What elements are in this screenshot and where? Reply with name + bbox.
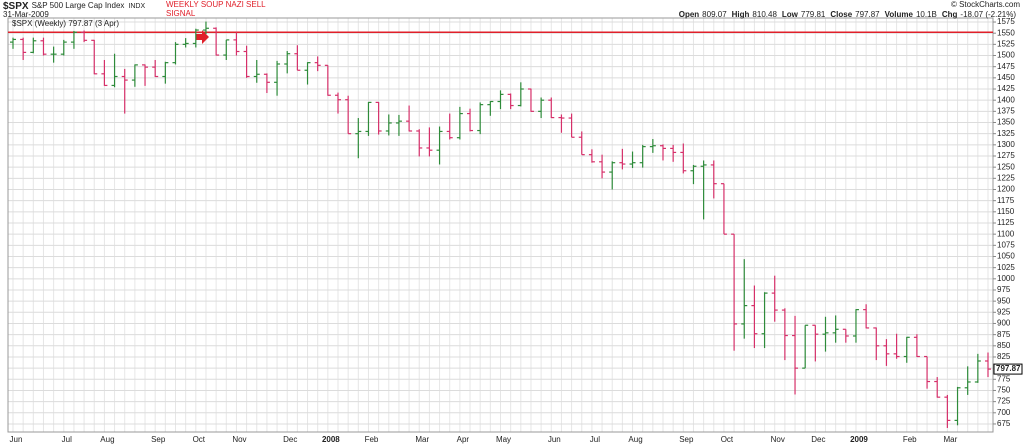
y-tick-label: 1325 — [997, 129, 1015, 138]
x-tick-label: Sep — [151, 435, 166, 444]
x-tick-label: May — [496, 435, 511, 444]
y-tick-label: 1450 — [997, 73, 1015, 82]
signal-arrow — [196, 30, 209, 44]
plot-frame — [7, 17, 994, 433]
quote-value: 779.81 — [801, 10, 826, 19]
quote-label: Chg — [942, 10, 958, 19]
last-price: 797.87 — [996, 364, 1021, 373]
y-tick-label: 1575 — [997, 17, 1015, 26]
quote-label: High — [732, 10, 750, 19]
quote-value: 810.48 — [752, 10, 777, 19]
x-tick-label: Aug — [100, 435, 114, 444]
x-tick-label: Dec — [811, 435, 825, 444]
y-tick-label: 1425 — [997, 84, 1015, 93]
y-tick-label: 1400 — [997, 95, 1015, 104]
quote-value: 797.87 — [855, 10, 880, 19]
quote-label: Close — [830, 10, 852, 19]
y-tick-label: 1375 — [997, 106, 1015, 115]
y-tick-label: 675 — [997, 419, 1011, 428]
quote: Open 809.07 High 810.48 Low 779.81 Close 797.87… — [679, 10, 1017, 19]
y-tick-label: 1250 — [997, 162, 1015, 171]
y-tick-label: 1300 — [997, 140, 1015, 149]
quote-value: 10.1B — [916, 10, 937, 19]
x-tick-label: Nov — [232, 435, 246, 444]
y-tick-label: 1175 — [997, 196, 1015, 205]
date: 31-Mar-2009 — [3, 10, 49, 19]
x-tick-label: Dec — [283, 435, 297, 444]
quote-value: 809.07 — [702, 10, 727, 19]
y-tick-label: 875 — [997, 330, 1011, 339]
y-tick-label: 1125 — [997, 218, 1015, 227]
grid — [8, 18, 993, 432]
quote-label: Open — [679, 10, 700, 19]
x-tick-label: Mar — [415, 435, 429, 444]
index-name: S&P 500 Large Cap Index — [32, 1, 125, 10]
y-tick-label: 1075 — [997, 240, 1015, 249]
y-tick-label: 1025 — [997, 263, 1015, 272]
x-tick-label: 2009 — [850, 435, 868, 444]
x-tick-label: Mar — [943, 435, 957, 444]
y-tick-label: 1275 — [997, 151, 1015, 160]
x-tick-label: Aug — [628, 435, 642, 444]
y-tick-label: 725 — [997, 397, 1011, 406]
y-tick-label: 1150 — [997, 207, 1015, 216]
y-tick-label: 1050 — [997, 252, 1015, 261]
legend-entry: $SPX (Weekly) 797.87 (3 Apr) — [12, 19, 119, 28]
y-tick-label: 1000 — [997, 274, 1015, 283]
y-tick-label: 925 — [997, 307, 1011, 316]
y-tick-label: 1500 — [997, 51, 1015, 60]
y-tick-label: 1225 — [997, 173, 1015, 182]
y-tick-label: 750 — [997, 386, 1011, 395]
x-tick-label: Nov — [771, 435, 785, 444]
y-tick-label: 850 — [997, 341, 1011, 350]
exchange: INDX — [128, 3, 145, 10]
y-tick-label: 975 — [997, 285, 1011, 294]
y-tick-label: 950 — [997, 296, 1011, 305]
quote-label: Low — [782, 10, 799, 19]
y-tick-label: 900 — [997, 319, 1011, 328]
x-tick-label: Jul — [62, 435, 72, 444]
y-tick-label: 1200 — [997, 185, 1015, 194]
x-tick-label: Feb — [903, 435, 917, 444]
symbol: $SPX — [3, 1, 29, 12]
quote-label: Volume — [885, 10, 914, 19]
x-tick-label: Apr — [457, 435, 470, 444]
x-tick-label: 2008 — [322, 435, 340, 444]
header: $SPX S&P 500 Large Cap Index INDX — [3, 1, 145, 12]
x-tick-label: Jun — [548, 435, 561, 444]
y-tick-label: 1100 — [997, 229, 1015, 238]
quote-value: -18.07 (-2.21%) — [960, 10, 1016, 19]
y-tick-label: 1550 — [997, 28, 1015, 37]
x-tick-label: Oct — [721, 435, 734, 444]
x-tick-label: Oct — [193, 435, 206, 444]
y-tick-label: 825 — [997, 352, 1011, 361]
y-tick-label: 1350 — [997, 118, 1015, 127]
y-tick-label: 1475 — [997, 62, 1015, 71]
credit: © StockCharts.com — [951, 0, 1020, 9]
y-tick-label: 1525 — [997, 39, 1015, 48]
last-price-box — [993, 363, 1023, 375]
x-tick-label: Jun — [10, 435, 23, 444]
x-tick-label: Sep — [679, 435, 694, 444]
x-tick-label: Jul — [590, 435, 600, 444]
y-tick-label: 775 — [997, 374, 1011, 383]
annotation: WEEKLY SOUP NAZI SELL SIGNAL — [166, 0, 266, 18]
y-tick-label: 700 — [997, 408, 1011, 417]
x-tick-label: Feb — [365, 435, 379, 444]
